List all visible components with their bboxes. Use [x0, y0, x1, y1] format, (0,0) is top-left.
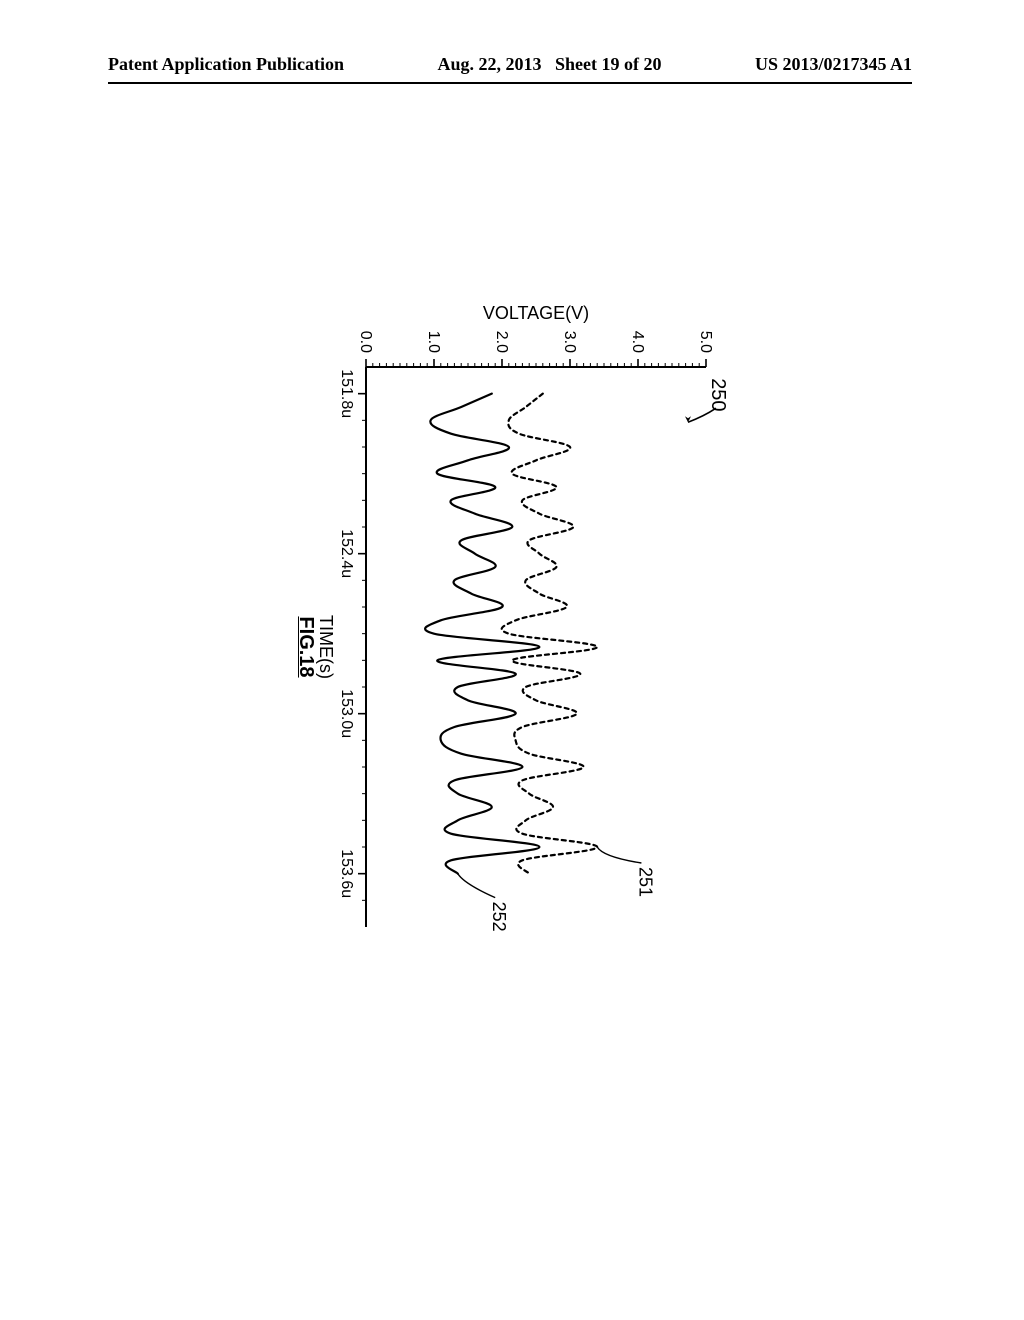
page-header: Patent Application Publication Aug. 22, …: [108, 54, 912, 75]
y-axis-label: VOLTAGE(V): [483, 303, 589, 323]
figure-ref-250: 250: [707, 378, 726, 411]
series-ref-252: 252: [489, 902, 509, 932]
header-center: Aug. 22, 2013 Sheet 19 of 20: [437, 54, 661, 75]
y-tick-label: 5.0: [697, 331, 714, 353]
figure-label: FIG.18: [298, 616, 317, 677]
chart-container: 0.0 1.0 2.0 3.0 4.0 5.0 151.8u 152.4u 153.0u 153.…: [298, 303, 726, 1017]
y-tick-label: 2.0: [493, 331, 510, 353]
x-axis-label: TIME(s): [316, 615, 336, 679]
y-tick-label: 3.0: [561, 331, 578, 353]
x-tick-label: 153.0u: [338, 689, 355, 738]
voltage-time-chart: 0.0 1.0 2.0 3.0 4.0 5.0 151.8u 152.4u 153.0u 153.…: [298, 303, 726, 1017]
publication-label: Patent Application Publication: [108, 54, 344, 75]
header-rule: [108, 82, 912, 84]
x-tick-label: 152.4u: [338, 529, 355, 578]
y-tick-label: 1.0: [425, 331, 442, 353]
date-label: Aug. 22, 2013: [437, 54, 541, 74]
y-tick-label: 0.0: [357, 331, 374, 353]
y-tick-label: 4.0: [629, 331, 646, 353]
sheet-label: Sheet 19 of 20: [555, 54, 662, 74]
x-tick-label: 151.8u: [338, 369, 355, 418]
pub-number: US 2013/0217345 A1: [755, 54, 912, 75]
page: Patent Application Publication Aug. 22, …: [0, 0, 1024, 1320]
series-ref-251: 251: [635, 867, 655, 897]
x-tick-label: 153.6u: [338, 849, 355, 898]
